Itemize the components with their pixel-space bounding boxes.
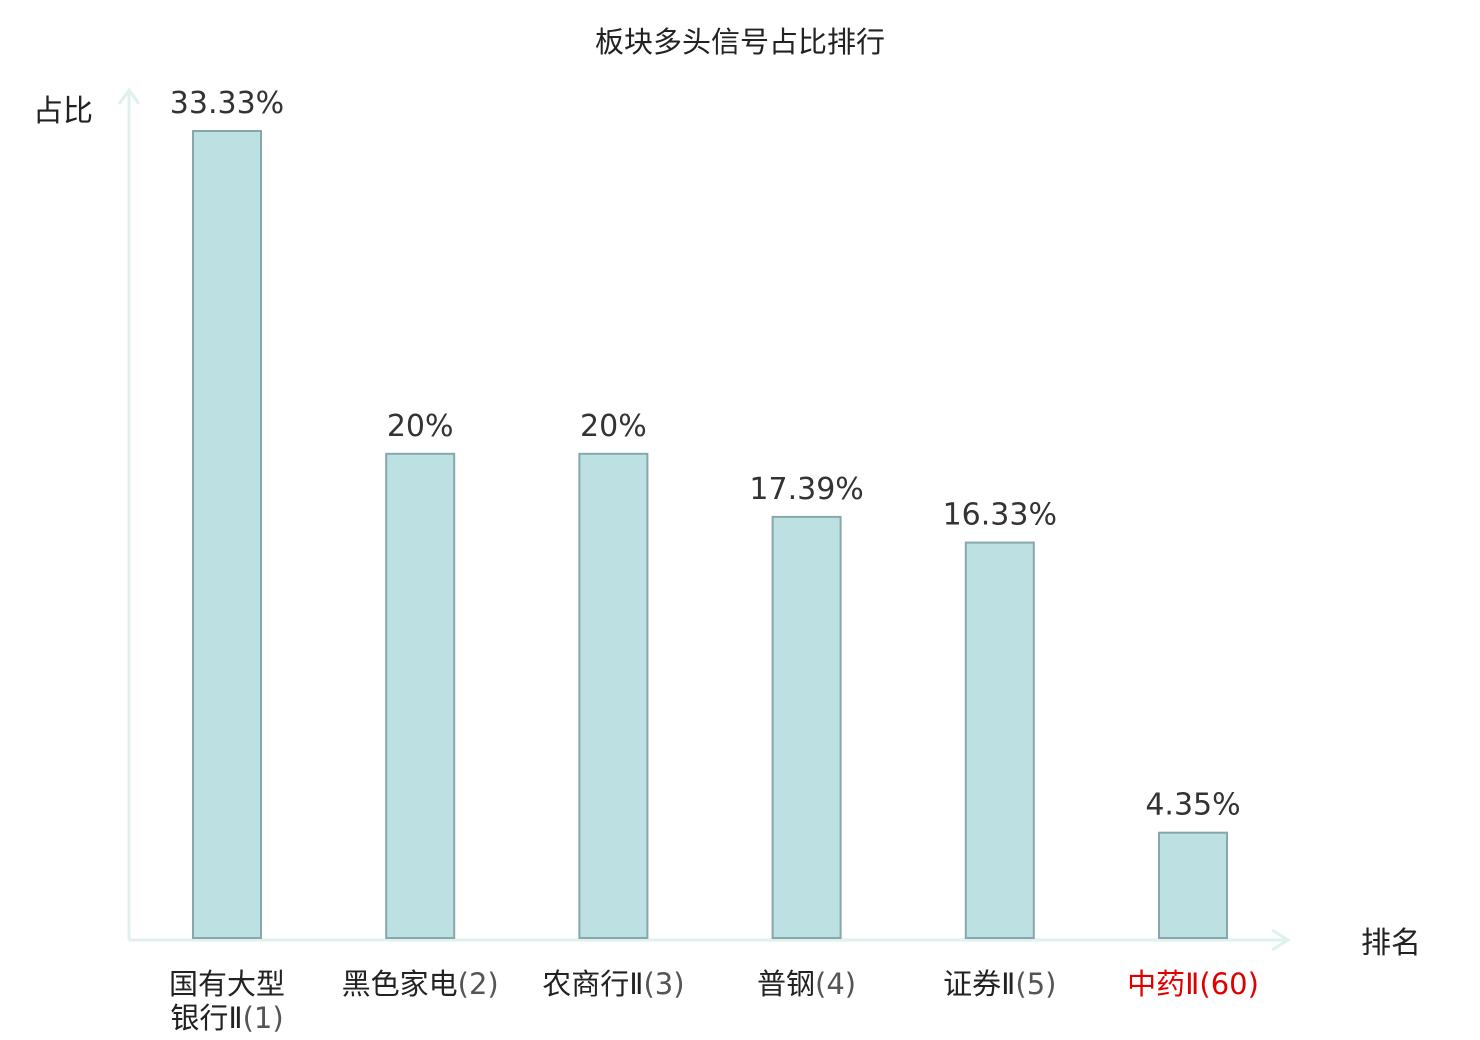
category-rank: (2) xyxy=(458,967,499,1001)
x-tick-label: 国有大型 xyxy=(169,967,285,1001)
bar-value-label: 4.35% xyxy=(1145,788,1240,823)
x-axis-label: 排名 xyxy=(1361,926,1421,961)
category-rank: (60) xyxy=(1199,967,1259,1001)
x-tick-label: 普钢(4) xyxy=(757,967,856,1001)
value-labels: 33.33% 20% 20% 17.39% 16.33% 4.35% xyxy=(170,86,1241,823)
x-tick-label: 黑色家电(2) xyxy=(342,967,499,1001)
category-name: 国有大型 xyxy=(169,967,285,1001)
category-rank: (5) xyxy=(1015,967,1056,1001)
bar xyxy=(385,452,456,939)
y-axis-arrow xyxy=(117,87,141,105)
bar-value-label: 17.39% xyxy=(749,472,863,507)
category-rank: (4) xyxy=(815,967,856,1001)
bar xyxy=(964,541,1035,939)
category-name: 证券Ⅱ xyxy=(943,967,1015,1001)
category-name: 中药Ⅱ xyxy=(1127,967,1199,1001)
bar-value-label: 20% xyxy=(580,409,647,444)
bar-value-label: 20% xyxy=(387,409,454,444)
bar-value-label: 16.33% xyxy=(943,498,1057,533)
bar xyxy=(192,130,262,939)
category-rank: (3) xyxy=(643,967,684,1001)
axes xyxy=(117,87,1291,952)
x-axis-arrow xyxy=(1271,928,1291,952)
category-name: 黑色家电 xyxy=(342,967,458,1001)
bar xyxy=(771,515,842,940)
bar-value-label: 33.33% xyxy=(170,86,284,121)
category-rank: (1) xyxy=(243,1001,284,1035)
y-axis-label: 占比 xyxy=(33,94,93,129)
bar-series xyxy=(192,130,1228,940)
x-tick-label: 证券Ⅱ(5) xyxy=(943,967,1056,1001)
category-name: 银行Ⅱ xyxy=(170,1001,242,1035)
chart-title: 板块多头信号占比排行 xyxy=(595,25,885,59)
bar xyxy=(1158,831,1228,940)
x-tick-label: 中药Ⅱ(60) xyxy=(1127,967,1259,1001)
category-name: 普钢 xyxy=(757,967,815,1001)
bar xyxy=(578,452,649,939)
category-name: 农商行Ⅱ xyxy=(542,967,643,1001)
x-tick-label: 银行Ⅱ(1) xyxy=(170,1001,283,1035)
x-tick-label: 农商行Ⅱ(3) xyxy=(542,967,684,1001)
